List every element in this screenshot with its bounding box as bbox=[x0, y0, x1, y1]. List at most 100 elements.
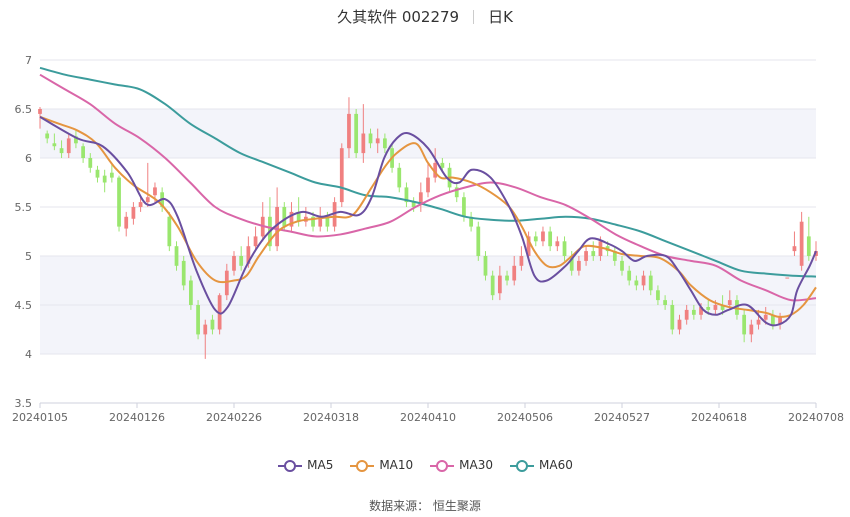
candle-body bbox=[52, 143, 57, 147]
x-tick-label: 20240126 bbox=[109, 411, 165, 424]
candle-body bbox=[799, 221, 804, 266]
candle-body bbox=[117, 177, 121, 227]
candle-body bbox=[347, 113, 351, 149]
title-separator bbox=[473, 10, 475, 24]
y-tick-label: 6.5 bbox=[15, 103, 33, 116]
candle-body bbox=[778, 316, 782, 325]
y-axis: 3.5 4 4.5 5 5.5 6 6.5 7 bbox=[15, 54, 33, 410]
candle-body bbox=[196, 305, 200, 335]
candle-body bbox=[749, 324, 754, 335]
candle-body bbox=[375, 138, 380, 144]
candle-body bbox=[792, 246, 797, 252]
candle-body bbox=[404, 187, 409, 203]
candle-body bbox=[720, 305, 725, 310]
y-tick-label: 6 bbox=[25, 152, 32, 165]
legend-label: MA60 bbox=[539, 458, 573, 472]
candle-body bbox=[440, 162, 445, 168]
candle-body bbox=[88, 158, 93, 168]
candle-body bbox=[189, 280, 193, 305]
candle-body bbox=[806, 236, 811, 256]
x-tick-label: 20240527 bbox=[594, 411, 650, 424]
candle-body bbox=[627, 270, 632, 281]
candle-body bbox=[742, 314, 747, 335]
x-tick-label: 20240105 bbox=[12, 411, 68, 424]
y-tick-label: 4.5 bbox=[15, 299, 33, 312]
legend-marker bbox=[510, 460, 535, 472]
legend-marker bbox=[278, 460, 303, 472]
candle-body bbox=[548, 231, 553, 247]
candle-body bbox=[598, 241, 603, 256]
candle-body bbox=[648, 275, 653, 291]
candle-body bbox=[145, 197, 150, 203]
candle-body bbox=[38, 109, 42, 114]
candle-body bbox=[656, 290, 660, 301]
y-tick-label: 5.5 bbox=[15, 201, 33, 214]
candle-body bbox=[59, 148, 64, 154]
candle-body bbox=[138, 202, 143, 207]
candle-body bbox=[124, 216, 129, 229]
y-tick-label: 7 bbox=[25, 54, 32, 67]
y-tick-label: 5 bbox=[25, 250, 32, 263]
candle-body bbox=[735, 300, 739, 315]
x-tick-label: 20240318 bbox=[303, 411, 359, 424]
period-tab[interactable]: 日K bbox=[488, 8, 513, 26]
candle-body bbox=[541, 231, 545, 242]
candle-body bbox=[426, 177, 430, 193]
stock-name: 久其软件 002279 bbox=[337, 8, 460, 26]
legend-item-ma5[interactable]: MA5 bbox=[277, 458, 333, 473]
candle-body bbox=[239, 256, 244, 266]
ma-line-ma30 bbox=[39, 73, 817, 302]
candle-body bbox=[713, 305, 718, 310]
candle-body bbox=[153, 187, 157, 196]
candle-body bbox=[476, 226, 481, 256]
candle-body bbox=[691, 309, 696, 315]
candle-body bbox=[397, 167, 402, 188]
candle-body bbox=[519, 256, 524, 266]
candle-body bbox=[505, 275, 509, 281]
candle-body bbox=[368, 133, 373, 144]
candle-body bbox=[577, 260, 581, 271]
candle-body bbox=[612, 251, 617, 261]
candle-body bbox=[469, 216, 473, 227]
legend-item-ma30[interactable]: MA30 bbox=[429, 458, 493, 473]
candle-body bbox=[684, 309, 689, 320]
candle-body bbox=[325, 216, 330, 227]
candle-body bbox=[311, 216, 315, 227]
candle-body bbox=[45, 133, 50, 139]
candle-body bbox=[167, 216, 172, 247]
y-band-0 bbox=[40, 109, 816, 158]
y-tick-label: 3.5 bbox=[15, 397, 33, 410]
y-bands bbox=[40, 109, 816, 354]
candle-body bbox=[354, 113, 359, 154]
candle-body bbox=[296, 211, 301, 222]
candle-body bbox=[706, 306, 711, 310]
ma-lines bbox=[39, 66, 817, 327]
candle-body bbox=[562, 241, 567, 256]
data-source: 数据来源： 恒生聚源 bbox=[369, 499, 481, 513]
candle-body bbox=[95, 169, 100, 178]
candle-body bbox=[634, 280, 639, 286]
legend: MA5 MA10 MA30 MA60 bbox=[0, 458, 850, 473]
candle-body bbox=[232, 256, 236, 271]
candle-body bbox=[282, 207, 287, 227]
candle-body bbox=[526, 236, 531, 256]
candle-body bbox=[462, 197, 466, 217]
candle-body bbox=[131, 207, 136, 219]
candle-body bbox=[102, 175, 107, 183]
candle-body bbox=[555, 241, 560, 247]
legend-item-ma60[interactable]: MA60 bbox=[509, 458, 573, 473]
candle-body bbox=[771, 314, 775, 325]
candle-body bbox=[224, 270, 229, 296]
candle-body bbox=[433, 162, 438, 178]
ma-line-ma60 bbox=[39, 66, 817, 278]
candle-body bbox=[620, 260, 624, 271]
candle-body bbox=[318, 216, 323, 227]
candle-body bbox=[332, 202, 337, 227]
candle-body bbox=[483, 256, 488, 276]
legend-item-ma10[interactable]: MA10 bbox=[349, 458, 413, 473]
candle-body bbox=[763, 314, 768, 320]
candle-body bbox=[203, 324, 208, 335]
candle-body bbox=[727, 300, 732, 305]
x-tick-label: 20240708 bbox=[788, 411, 844, 424]
